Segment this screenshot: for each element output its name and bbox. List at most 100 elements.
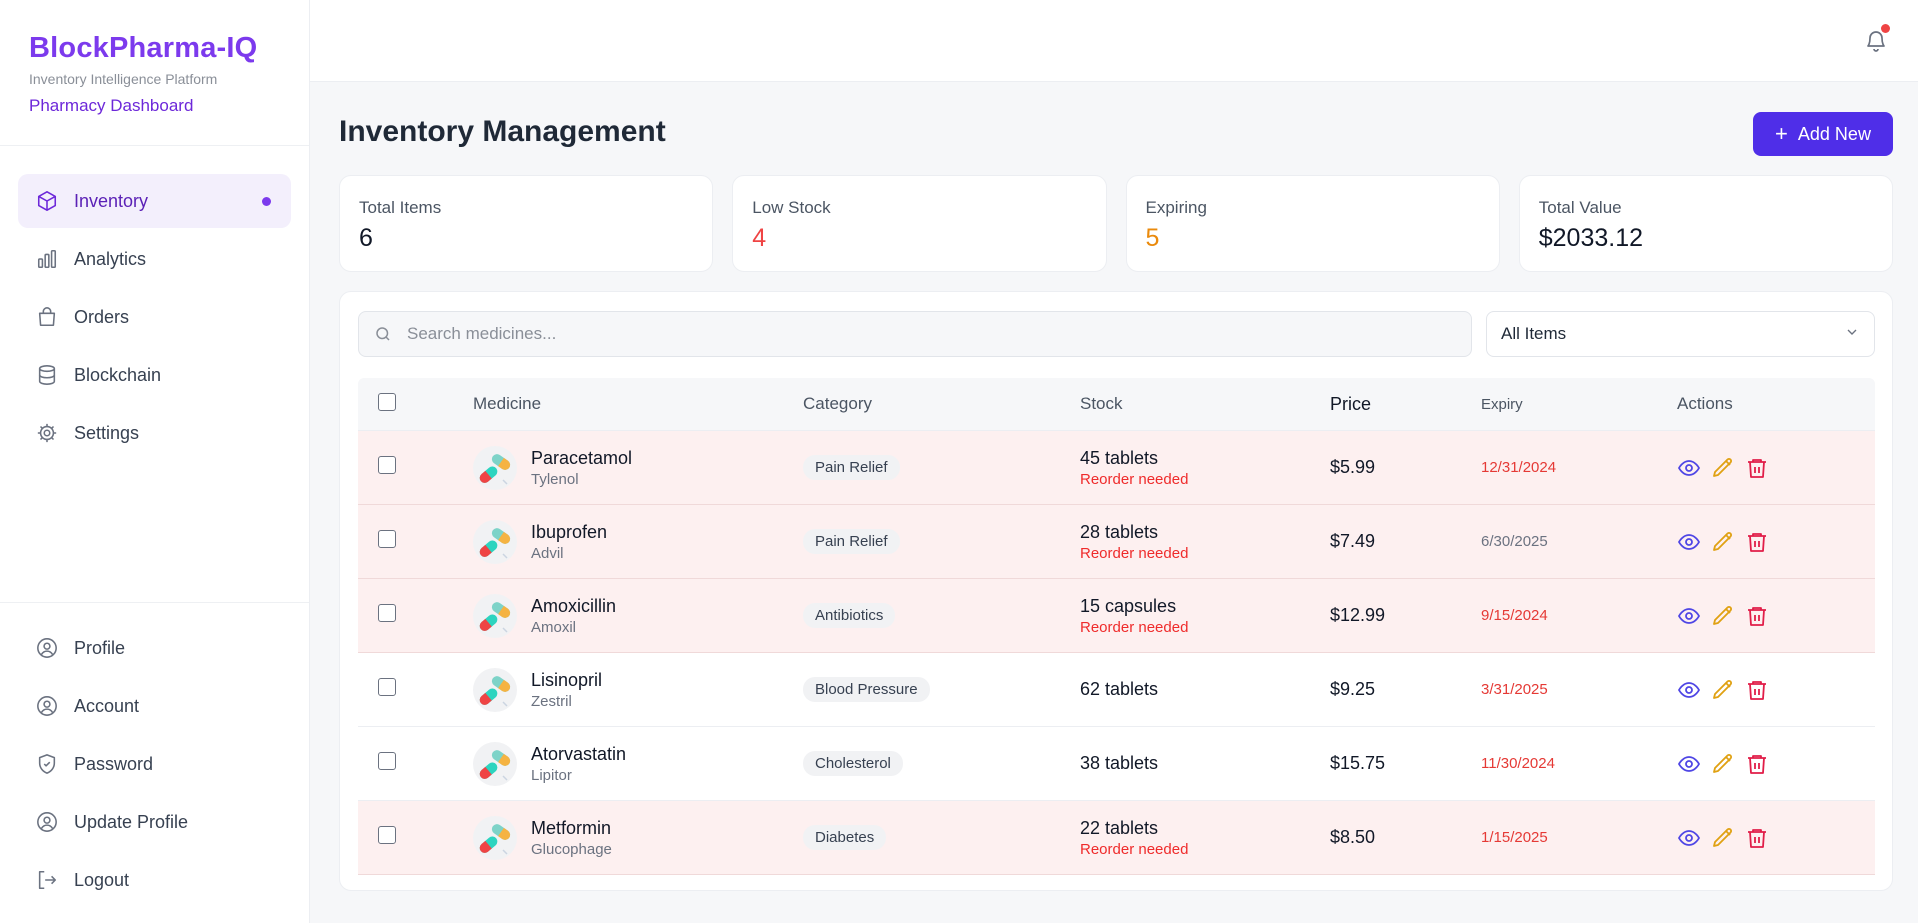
expiry-cell: 3/31/2025 (1481, 681, 1548, 698)
column-header-expiry[interactable]: Expiry (1481, 395, 1523, 413)
view-eye-icon[interactable] (1677, 826, 1701, 850)
row-select-cell (358, 604, 473, 627)
brand: BlockPharma-IQ Inventory Intelligence Pl… (0, 0, 309, 146)
medicine-name[interactable]: Metformin (531, 817, 612, 838)
sidebar-item-label: Password (74, 753, 154, 774)
actions-cell (1677, 752, 1769, 776)
price-cell: $5.99 (1330, 457, 1376, 477)
stat-label: Total Value (1538, 198, 1622, 217)
plus-icon: + (1775, 121, 1788, 146)
row-checkbox[interactable] (378, 456, 396, 474)
main-nav: Inventory Analytics Orders Blockchain (0, 146, 309, 460)
stat-label: Expiring (1145, 198, 1207, 217)
sidebar-item-inventory[interactable]: Inventory (18, 174, 291, 228)
database-icon (36, 364, 58, 386)
medicine-cell: Paracetamol Tylenol (473, 445, 803, 490)
edit-pencil-icon[interactable] (1711, 604, 1735, 628)
medicine-info: Paracetamol Tylenol (531, 448, 632, 488)
edit-pencil-icon[interactable] (1711, 826, 1735, 850)
add-new-label: Add New (1797, 123, 1871, 144)
view-eye-icon[interactable] (1677, 604, 1701, 628)
stock-quantity: 15 capsules (1080, 595, 1177, 616)
column-header-category[interactable]: Category (803, 394, 872, 413)
reorder-warning: Reorder needed (1080, 618, 1189, 636)
medicine-name[interactable]: Lisinopril (531, 669, 603, 690)
row-checkbox[interactable] (378, 678, 396, 696)
view-eye-icon[interactable] (1677, 456, 1701, 480)
brand-title[interactable]: BlockPharma-IQ (29, 32, 258, 64)
edit-pencil-icon[interactable] (1711, 752, 1735, 776)
sidebar-item-analytics[interactable]: Analytics (18, 232, 291, 286)
sidebar-item-blockchain[interactable]: Blockchain (18, 348, 291, 402)
stock-quantity: 45 tablets (1080, 447, 1159, 468)
medicine-cell: Lisinopril Zestril (473, 667, 803, 712)
column-header-price[interactable]: Price (1330, 393, 1372, 414)
actions-cell (1677, 530, 1769, 554)
delete-trash-icon[interactable] (1745, 604, 1769, 628)
header-select-cell (358, 392, 473, 416)
stat-expiring: Expiring 5 (1125, 175, 1500, 272)
stat-label: Total Items (359, 198, 442, 217)
delete-trash-icon[interactable] (1745, 678, 1769, 702)
column-header-stock[interactable]: Stock (1080, 394, 1123, 413)
dashboard-label[interactable]: Pharmacy Dashboard (29, 96, 194, 115)
add-new-button[interactable]: + Add New (1753, 112, 1893, 156)
filter-select[interactable]: All Items (1486, 311, 1875, 357)
chevron-down-icon (1844, 324, 1860, 345)
sidebar-item-orders[interactable]: Orders (18, 290, 291, 344)
edit-pencil-icon[interactable] (1711, 456, 1735, 480)
delete-trash-icon[interactable] (1745, 456, 1769, 480)
view-eye-icon[interactable] (1677, 752, 1701, 776)
notification-bell-icon[interactable] (1864, 24, 1890, 54)
select-all-checkbox[interactable] (378, 392, 396, 411)
expiry-cell: 11/30/2024 (1481, 755, 1555, 772)
sidebar-item-password[interactable]: Password (18, 737, 291, 791)
page-title: Inventory Management (339, 115, 666, 148)
table-body: Paracetamol Tylenol Pain Relief 45 table… (358, 431, 1875, 875)
sidebar-item-profile[interactable]: Profile (18, 621, 291, 675)
sidebar-item-update-profile[interactable]: Update Profile (18, 795, 291, 849)
row-checkbox[interactable] (378, 530, 396, 548)
column-header-medicine[interactable]: Medicine (473, 394, 542, 413)
sidebar-item-settings[interactable]: Settings (18, 406, 291, 460)
delete-trash-icon[interactable] (1745, 530, 1769, 554)
price-cell: $12.99 (1330, 605, 1386, 625)
row-checkbox[interactable] (378, 604, 396, 622)
medicine-cell: Atorvastatin Lipitor (473, 741, 803, 786)
category-cell: Antibiotics (803, 603, 1080, 628)
row-checkbox[interactable] (378, 752, 396, 770)
stat-value: 4 (752, 224, 767, 252)
reorder-warning: Reorder needed (1080, 840, 1189, 858)
pill-icon (473, 741, 517, 786)
actions-cell (1677, 826, 1769, 850)
edit-pencil-icon[interactable] (1711, 678, 1735, 702)
medicine-cell: Metformin Glucophage (473, 815, 803, 860)
medicine-name[interactable]: Amoxicillin (531, 595, 617, 616)
view-eye-icon[interactable] (1677, 530, 1701, 554)
stat-value: 6 (359, 224, 373, 252)
category-cell: Blood Pressure (803, 677, 1080, 702)
price-cell: $8.50 (1330, 827, 1376, 847)
table-header: Medicine Category Stock Price Expiry Act… (358, 378, 1875, 431)
row-select-cell (358, 678, 473, 701)
delete-trash-icon[interactable] (1745, 826, 1769, 850)
sidebar-item-account[interactable]: Account (18, 679, 291, 733)
row-checkbox[interactable] (378, 826, 396, 844)
view-eye-icon[interactable] (1677, 678, 1701, 702)
account-nav: Profile Account Password Update Profile … (0, 602, 309, 911)
medicine-name[interactable]: Ibuprofen (531, 521, 608, 542)
stock-quantity: 38 tablets (1080, 753, 1159, 773)
pill-icon (473, 667, 517, 712)
delete-trash-icon[interactable] (1745, 752, 1769, 776)
medicine-info: Amoxicillin Amoxil (531, 596, 616, 636)
sidebar-item-logout[interactable]: Logout (18, 853, 291, 907)
stock-cell: 38 tablets (1080, 753, 1330, 774)
logout-icon (36, 869, 58, 891)
sidebar-item-label: Inventory (74, 190, 149, 211)
user-circle-icon (36, 811, 58, 833)
medicine-name[interactable]: Paracetamol (531, 447, 633, 468)
edit-pencil-icon[interactable] (1711, 530, 1735, 554)
search-input[interactable] (407, 312, 1447, 356)
category-cell: Cholesterol (803, 751, 1080, 776)
medicine-name[interactable]: Atorvastatin (531, 743, 627, 764)
